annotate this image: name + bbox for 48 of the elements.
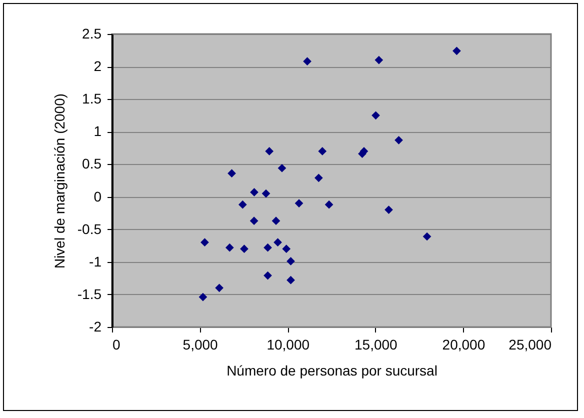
point: [250, 188, 258, 196]
point: [374, 56, 384, 64]
y-tick-label: 0.5: [82, 156, 102, 172]
point: [198, 292, 208, 302]
x-axis-title: Número de personas por sucursal: [226, 362, 438, 378]
point: [215, 284, 224, 292]
point: [228, 169, 236, 178]
point: [200, 238, 209, 247]
y-tick-label: -1: [89, 253, 102, 270]
x-tick-label: 0: [112, 336, 120, 352]
x-tick-label: 5,000: [182, 336, 218, 352]
y-tick-label: 1: [94, 123, 102, 140]
y-tick-label: -0.5: [77, 220, 102, 237]
x-tick-label: 10,000: [266, 336, 310, 352]
point: [264, 271, 272, 280]
x-tick-label: 15,000: [354, 336, 398, 352]
point: [286, 276, 295, 284]
y-tick-label: -2: [89, 318, 102, 334]
point: [262, 189, 270, 198]
y-tick-label: 2.5: [82, 26, 102, 42]
y-tick-label: 2: [94, 58, 102, 74]
point: [372, 111, 380, 120]
point: [278, 164, 286, 172]
point: [274, 238, 282, 247]
point: [240, 244, 248, 254]
y-tick-label: -1.5: [77, 286, 102, 302]
point: [238, 200, 247, 209]
y-tick-label: 0: [94, 188, 102, 204]
point: [422, 232, 432, 241]
point: [314, 174, 323, 182]
point: [294, 199, 304, 208]
point: [324, 200, 334, 209]
x-tick-label: 25,000: [508, 336, 552, 352]
point: [452, 46, 461, 56]
point: [303, 57, 312, 66]
point: [318, 147, 327, 156]
point: [286, 257, 295, 266]
point: [282, 244, 291, 254]
y-axis-title: Nivel de marginación (2000): [51, 93, 68, 269]
point: [394, 136, 403, 144]
x-tick-label: 20,000: [442, 336, 486, 352]
point: [264, 243, 272, 252]
point: [265, 147, 274, 156]
point: [250, 216, 258, 226]
point: [272, 216, 280, 226]
y-tick-label: 1.5: [82, 90, 102, 107]
point: [225, 243, 234, 252]
point: [384, 206, 393, 214]
